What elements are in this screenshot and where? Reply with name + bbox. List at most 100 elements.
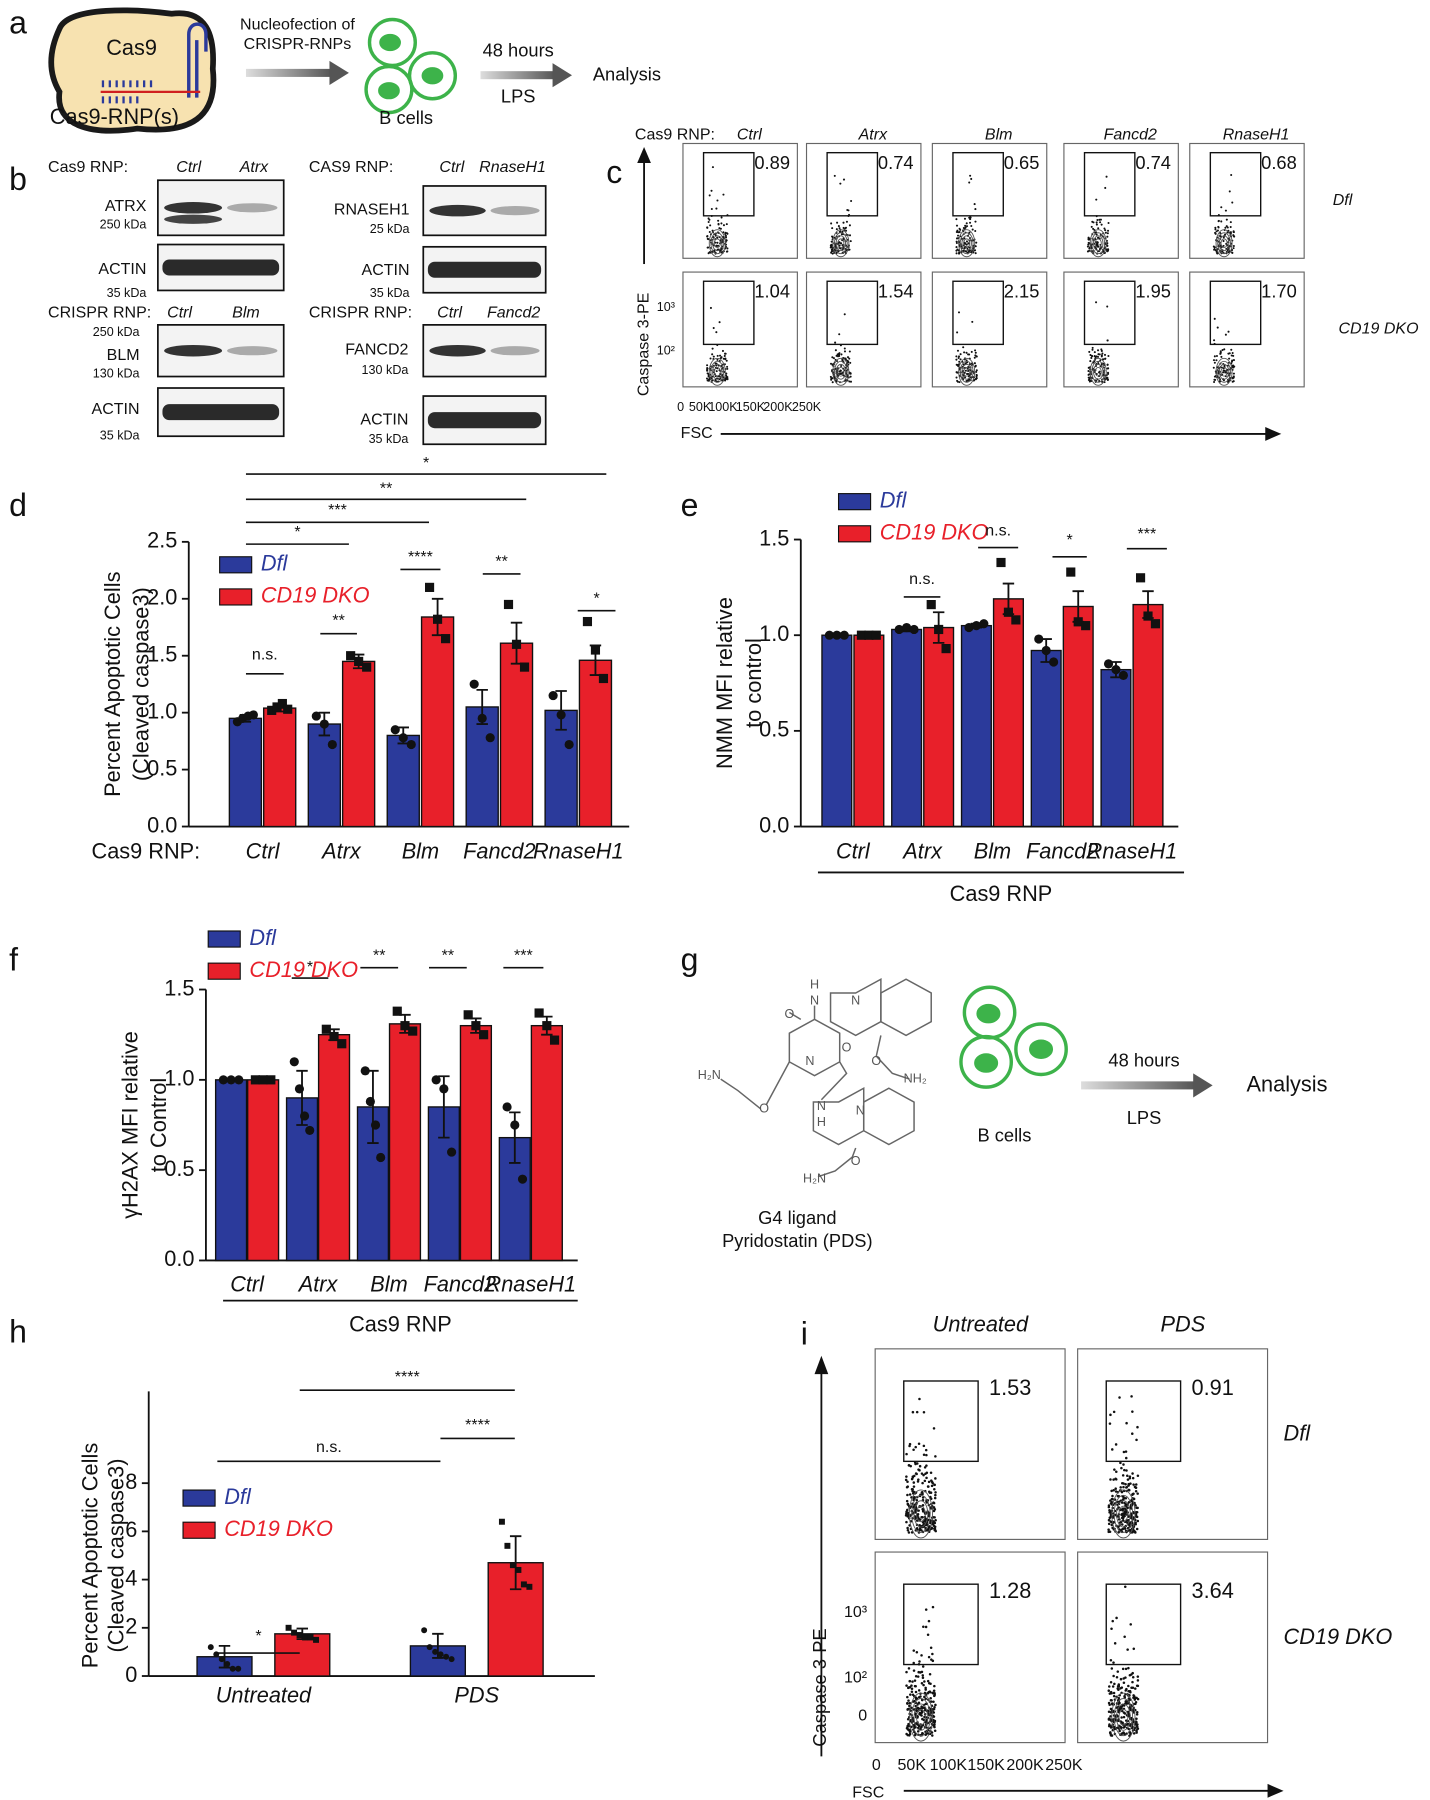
event-dot bbox=[831, 248, 834, 251]
event-dot bbox=[1112, 1661, 1115, 1664]
x-tick-label: Atrx bbox=[320, 839, 362, 864]
event-dot bbox=[1232, 376, 1235, 379]
event-dot bbox=[1215, 359, 1218, 362]
event-dot bbox=[912, 1649, 916, 1652]
event-dot bbox=[920, 1515, 923, 1519]
panel-letter: h bbox=[9, 1313, 27, 1349]
event-dot bbox=[829, 362, 833, 365]
band bbox=[164, 214, 223, 224]
flow-plot bbox=[682, 142, 798, 259]
point bbox=[248, 710, 258, 720]
point bbox=[258, 1075, 268, 1085]
legend-label: CD19 DKO bbox=[261, 583, 370, 608]
event-dot bbox=[971, 320, 974, 323]
event-dot bbox=[1230, 173, 1233, 177]
event-dot bbox=[1088, 247, 1091, 250]
axis-title: Caspase 3-PE bbox=[809, 1628, 830, 1746]
event-dot bbox=[928, 1525, 931, 1528]
point bbox=[250, 1075, 260, 1085]
flow-column: Atrx bbox=[858, 126, 888, 144]
event-dot bbox=[911, 1476, 915, 1479]
event-dot bbox=[1099, 359, 1102, 362]
label: B cells bbox=[379, 107, 433, 128]
point bbox=[1049, 657, 1059, 667]
bar bbox=[960, 624, 992, 828]
contour bbox=[1113, 1698, 1134, 1737]
event-dot bbox=[911, 1410, 915, 1414]
contour bbox=[1093, 235, 1104, 252]
significance: **** bbox=[408, 548, 433, 566]
event-dot bbox=[1217, 225, 1220, 228]
flow-plot bbox=[1063, 142, 1179, 259]
event-dot bbox=[921, 1496, 925, 1499]
significance: *** bbox=[1138, 525, 1157, 543]
event-dot bbox=[975, 370, 978, 373]
event-dot bbox=[717, 223, 720, 226]
event-dot bbox=[956, 380, 959, 383]
event-dot bbox=[1097, 236, 1100, 239]
event-dot bbox=[718, 321, 721, 324]
event-dot bbox=[912, 1485, 916, 1488]
event-dot bbox=[955, 246, 958, 249]
event-dot bbox=[915, 1472, 918, 1476]
event-dot bbox=[1109, 1725, 1112, 1728]
flow-plot bbox=[1077, 1551, 1269, 1744]
event-dot bbox=[931, 1734, 934, 1737]
event-dot bbox=[724, 352, 727, 355]
event-dot bbox=[927, 1480, 931, 1484]
event-dot bbox=[973, 203, 976, 206]
event-dot bbox=[974, 378, 977, 381]
blot-lane: Ctrl bbox=[176, 158, 201, 176]
event-dot bbox=[716, 244, 720, 247]
event-dot bbox=[1122, 1450, 1126, 1454]
gate-value: 0.74 bbox=[878, 152, 914, 173]
point bbox=[277, 698, 287, 709]
point bbox=[1103, 659, 1114, 669]
blot-lane: RnaseH1 bbox=[479, 158, 546, 176]
event-dot bbox=[1129, 1623, 1132, 1626]
event-dot bbox=[913, 1726, 917, 1729]
event-dot bbox=[905, 1452, 908, 1456]
point bbox=[479, 1030, 489, 1040]
event-dot bbox=[1095, 301, 1098, 304]
contour bbox=[712, 363, 723, 380]
event-dot bbox=[1232, 354, 1235, 357]
gate-value: 1.54 bbox=[878, 281, 914, 302]
event-dot bbox=[1092, 227, 1095, 230]
bar bbox=[821, 634, 853, 828]
event-dot bbox=[911, 1680, 914, 1683]
event-dot bbox=[711, 347, 714, 350]
cas9-scheme bbox=[48, 7, 217, 134]
atom: O bbox=[759, 1101, 769, 1115]
point bbox=[824, 630, 834, 640]
event-dot bbox=[1109, 1698, 1113, 1702]
event-dot bbox=[1135, 1510, 1139, 1514]
bar bbox=[317, 1034, 351, 1262]
point bbox=[321, 1024, 331, 1034]
label: Cas9-RNP(s) bbox=[50, 104, 179, 129]
event-dot bbox=[918, 1397, 921, 1401]
event-dot bbox=[839, 182, 842, 185]
event-dot bbox=[1232, 372, 1235, 375]
panel-letter: e bbox=[681, 487, 699, 523]
point bbox=[864, 630, 874, 640]
blot-lane: Fancd2 bbox=[487, 304, 540, 322]
event-dot bbox=[712, 327, 715, 330]
event-dot bbox=[1228, 357, 1231, 360]
contour bbox=[1116, 1500, 1131, 1528]
event-dot bbox=[957, 356, 960, 360]
event-dot bbox=[706, 364, 709, 367]
event-dot bbox=[835, 228, 838, 231]
gate-value: 0.89 bbox=[754, 152, 790, 173]
event-dot bbox=[1136, 1679, 1140, 1682]
y-axis-label: (Cleaved caspase3) bbox=[104, 1459, 129, 1653]
atom: H bbox=[817, 1115, 826, 1129]
event-dot bbox=[917, 1509, 920, 1512]
event-dot bbox=[904, 1478, 908, 1482]
band bbox=[429, 204, 486, 217]
point bbox=[267, 705, 277, 715]
event-dot bbox=[906, 1701, 909, 1705]
contour bbox=[712, 235, 723, 252]
event-dot bbox=[724, 357, 727, 360]
event-dot bbox=[1225, 218, 1228, 221]
